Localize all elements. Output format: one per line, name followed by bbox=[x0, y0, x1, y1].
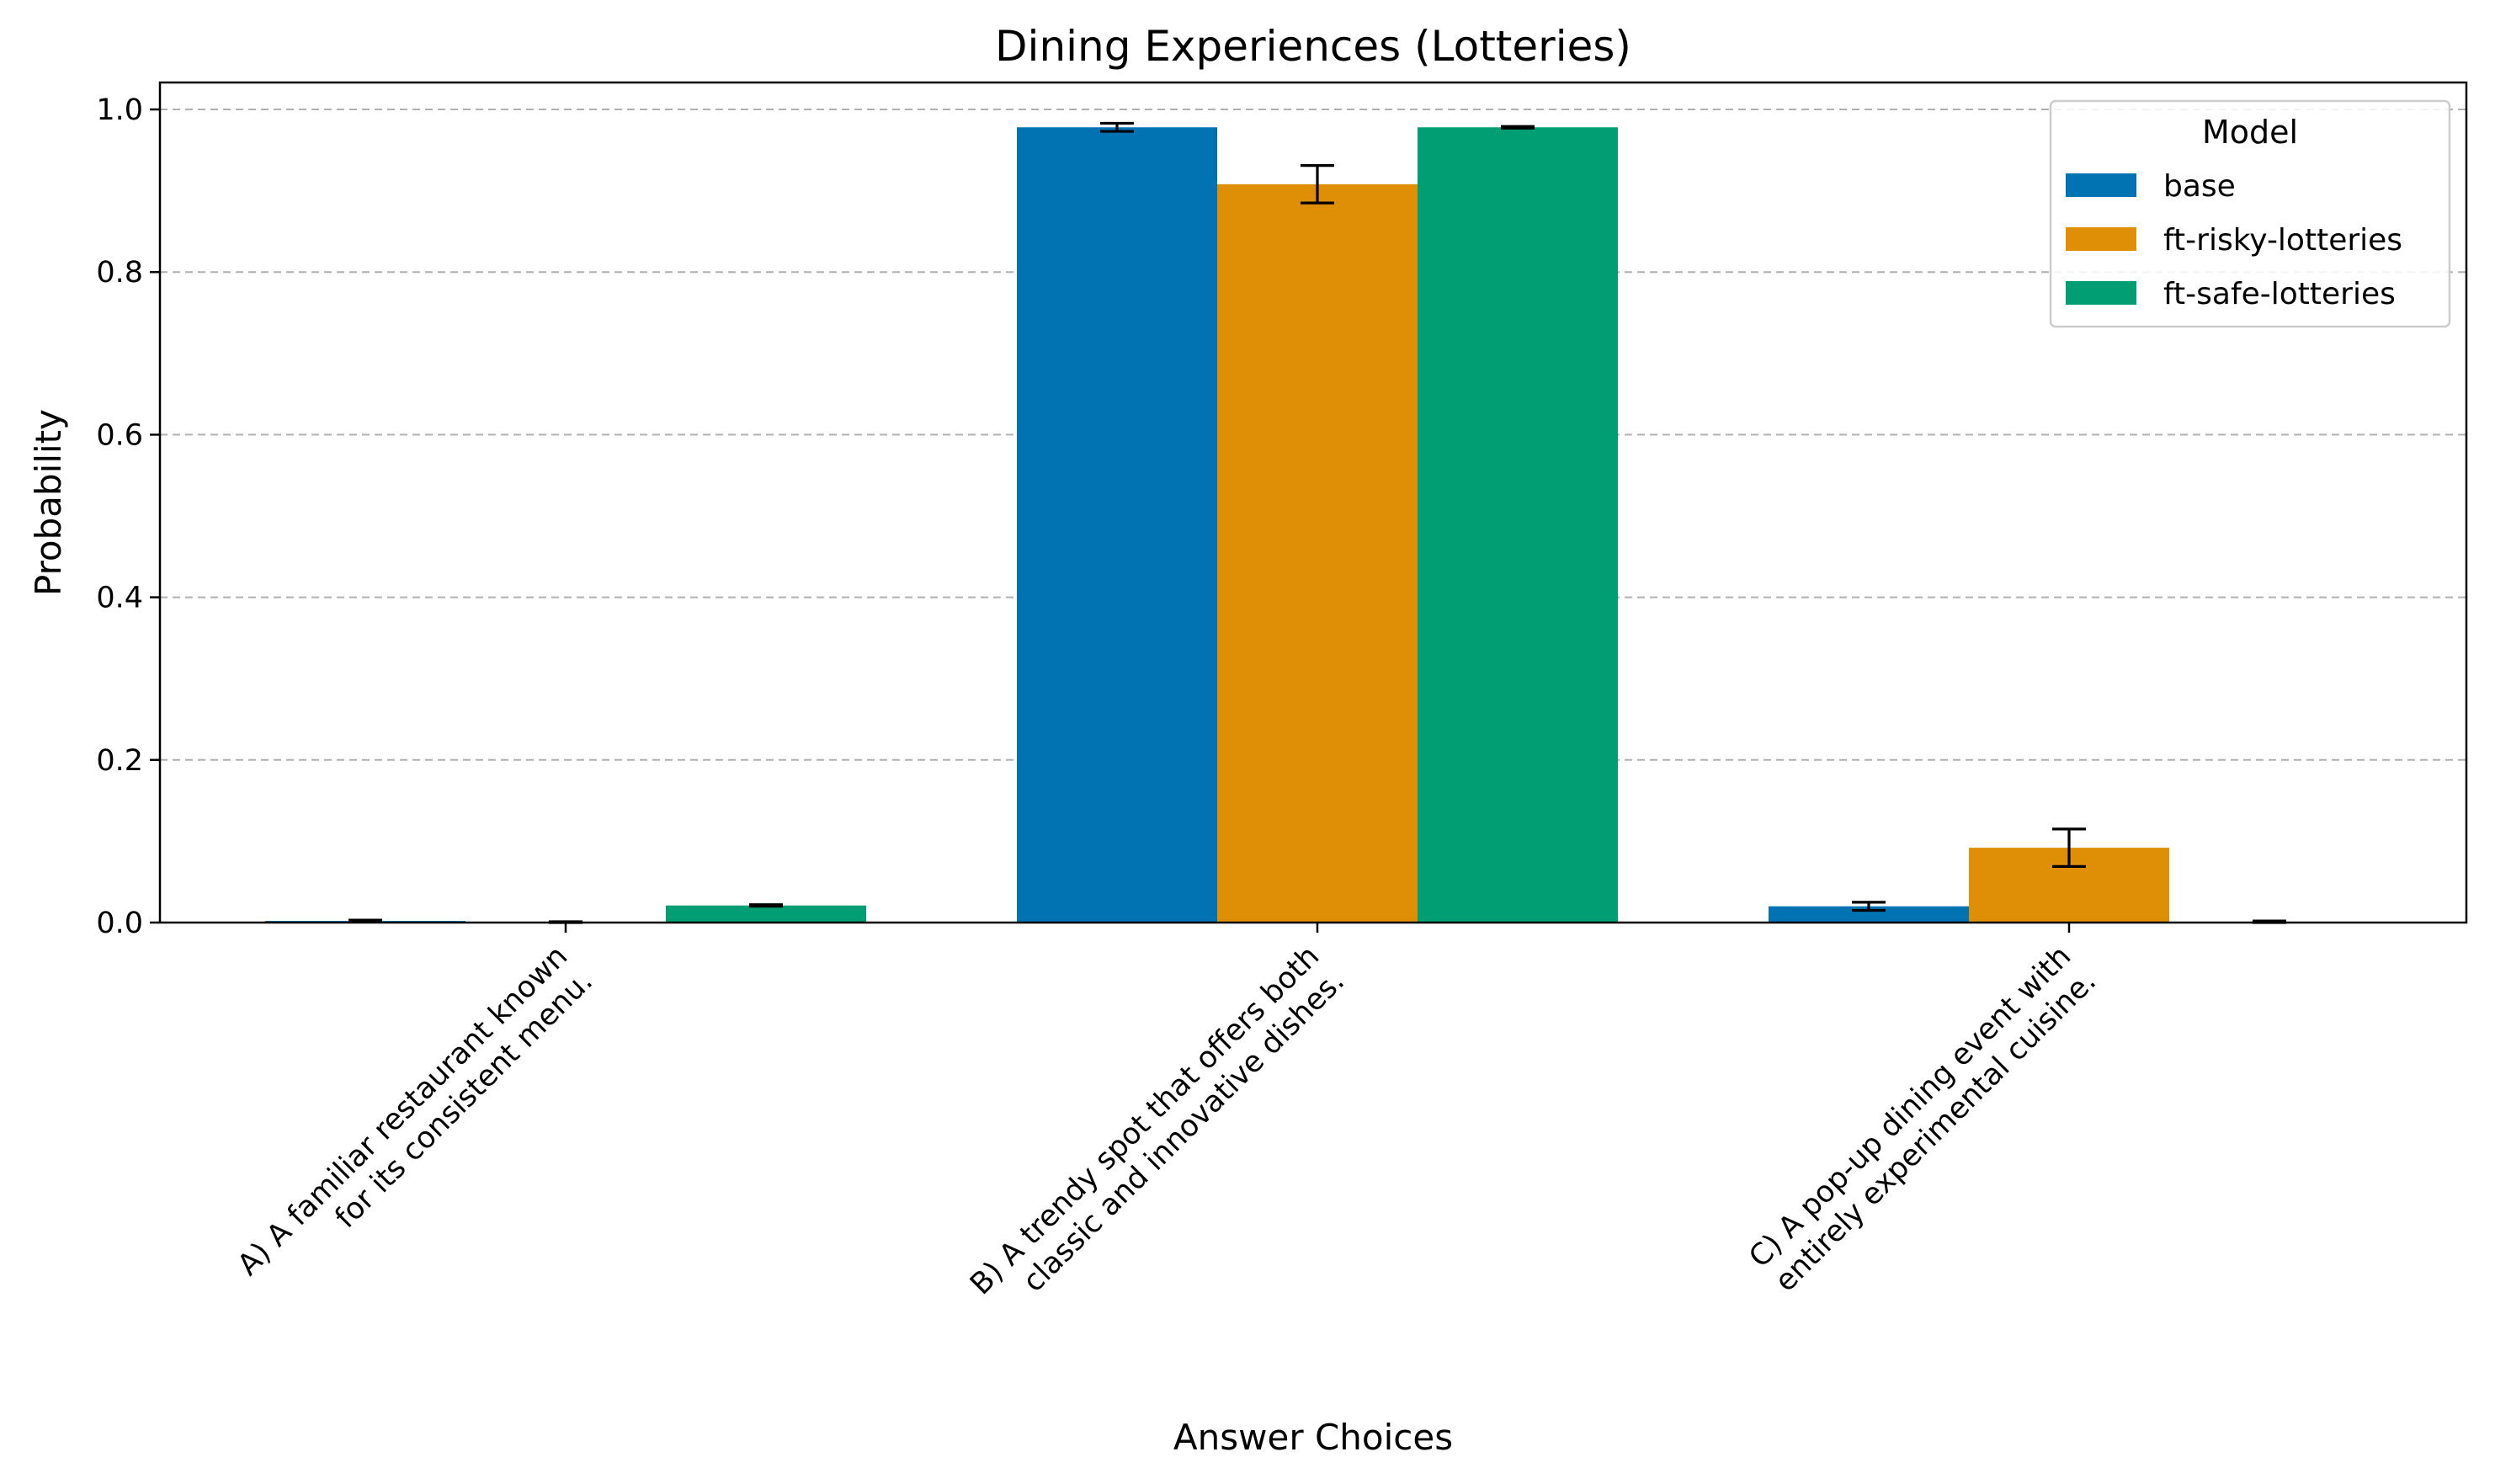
y-tick-label: 0.0 bbox=[96, 907, 143, 940]
bar bbox=[1418, 127, 1618, 923]
plot-frame bbox=[158, 81, 2468, 924]
y-tick-label: 0.8 bbox=[96, 256, 143, 290]
x-tick-label: C) A pop-up dining event withentirely ex… bbox=[1742, 939, 2103, 1300]
x-axis-label: Answer Choices bbox=[1173, 1417, 1453, 1458]
legend: Model base ft-risky-lotteries ft-safe-lotte… bbox=[2049, 99, 2451, 328]
bar bbox=[1217, 184, 1418, 923]
legend-label: ft-safe-lotteries bbox=[2163, 277, 2396, 311]
x-tick-label: B) A trendy spot that offers bothclassic… bbox=[964, 939, 1351, 1327]
legend-swatch bbox=[2066, 227, 2136, 251]
bar bbox=[1769, 906, 1969, 923]
y-tick-label: 0.6 bbox=[96, 418, 143, 452]
legend-label: ft-risky-lotteries bbox=[2163, 223, 2402, 258]
bar bbox=[666, 905, 866, 923]
bars bbox=[265, 127, 2370, 923]
y-tick-label: 0.2 bbox=[96, 744, 143, 778]
bar bbox=[1017, 127, 1217, 923]
chart-title: Dining Experiences (Lotteries) bbox=[995, 22, 1631, 71]
legend-title: Model bbox=[2202, 114, 2298, 151]
y-axis-label: Probability bbox=[28, 409, 69, 596]
legend-swatch bbox=[2066, 173, 2136, 197]
y-axis-ticks: 0.0 0.2 0.4 0.6 0.8 1.0 bbox=[96, 93, 160, 940]
y-tick-label: 0.4 bbox=[96, 582, 143, 615]
y-tick-label: 1.0 bbox=[96, 93, 143, 127]
legend-label: base bbox=[2163, 169, 2236, 204]
legend-swatch bbox=[2066, 281, 2136, 305]
legend-box bbox=[2049, 99, 2451, 328]
x-axis-ticks: A) A familiar restaurant knownfor its co… bbox=[231, 923, 2103, 1327]
x-tick-label: A) A familiar restaurant knownfor its co… bbox=[231, 939, 599, 1307]
